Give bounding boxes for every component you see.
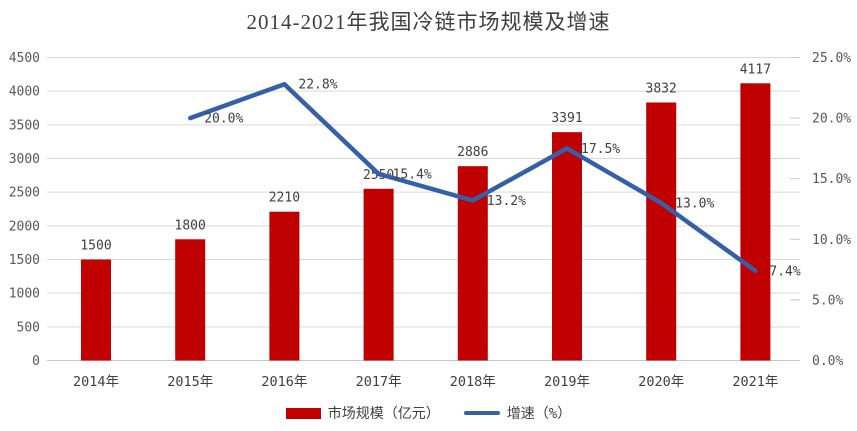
legend: 市场规模（亿元） 增速（%） <box>0 403 857 423</box>
line-data-label: 13.0% <box>675 196 714 211</box>
right-axis-tick-label: 25.0% <box>812 51 851 66</box>
x-axis-label: 2019年 <box>544 374 590 390</box>
left-axis-tick-label: 1000 <box>9 287 40 302</box>
bar-2016年 <box>269 211 300 361</box>
legend-item-market-size: 市场规模（亿元） <box>285 403 440 423</box>
left-axis-tick-label: 4500 <box>9 51 40 66</box>
bar-data-label: 1500 <box>80 239 111 254</box>
bar-2015年 <box>175 239 206 361</box>
left-axis-tick-label: 3500 <box>9 118 40 133</box>
right-axis-tick-label: 10.0% <box>812 233 851 248</box>
left-axis-tick-label: 0 <box>32 354 40 369</box>
line-data-label: 7.4% <box>769 264 800 279</box>
bar-data-label: 2210 <box>269 191 300 206</box>
legend-item-growth-rate: 增速（%） <box>463 403 572 423</box>
bar-2014年 <box>81 259 111 361</box>
bar-data-label: 3391 <box>551 111 582 126</box>
line-data-label: 13.2% <box>487 194 526 209</box>
right-axis-tick-label: 5.0% <box>812 293 843 308</box>
line-data-label: 20.0% <box>204 112 243 127</box>
bar-data-label: 2886 <box>457 145 488 160</box>
legend-label-market-size: 市场规模（亿元） <box>327 406 440 422</box>
bar-data-label: 3832 <box>646 81 677 96</box>
bar-swatch-icon <box>285 407 321 419</box>
line-data-label: 15.4% <box>393 167 432 182</box>
chart-title: 2014-2021年我国冷链市场规模及增速 <box>246 10 611 34</box>
left-axis-tick-label: 3000 <box>9 152 40 167</box>
x-axis-label: 2018年 <box>450 374 496 390</box>
line-data-label: 17.5% <box>581 142 620 157</box>
x-axis-label: 2021年 <box>732 374 778 390</box>
right-axis-tick-label: 0.0% <box>812 354 843 369</box>
right-axis-tick-label: 20.0% <box>812 112 851 127</box>
right-axis-tick-label: 15.0% <box>812 172 851 187</box>
line-data-label: 22.8% <box>298 78 337 93</box>
bar-data-label: 1800 <box>175 218 206 233</box>
bar-2021年 <box>740 83 771 361</box>
growth-line <box>187 81 758 274</box>
x-axis-label: 2016年 <box>261 374 307 390</box>
left-axis-tick-label: 500 <box>17 320 40 335</box>
left-axis-tick-label: 2000 <box>9 219 40 234</box>
bar-data-label: 4117 <box>740 62 771 77</box>
x-axis-label: 2014年 <box>73 374 119 390</box>
bar-2020年 <box>646 102 677 361</box>
x-axis-label: 2017年 <box>356 374 402 390</box>
x-axis-label: 2020年 <box>638 374 684 390</box>
left-axis-tick-label: 2500 <box>9 186 40 201</box>
legend-label-growth-rate: 增速（%） <box>506 406 572 422</box>
left-axis-tick-label: 1500 <box>9 253 40 268</box>
bar-2019年 <box>552 132 582 361</box>
line-swatch-icon <box>463 410 500 416</box>
left-axis-tick-label: 4000 <box>9 85 40 100</box>
x-axis-label: 2015年 <box>167 374 213 390</box>
bar-2017年 <box>363 188 394 361</box>
